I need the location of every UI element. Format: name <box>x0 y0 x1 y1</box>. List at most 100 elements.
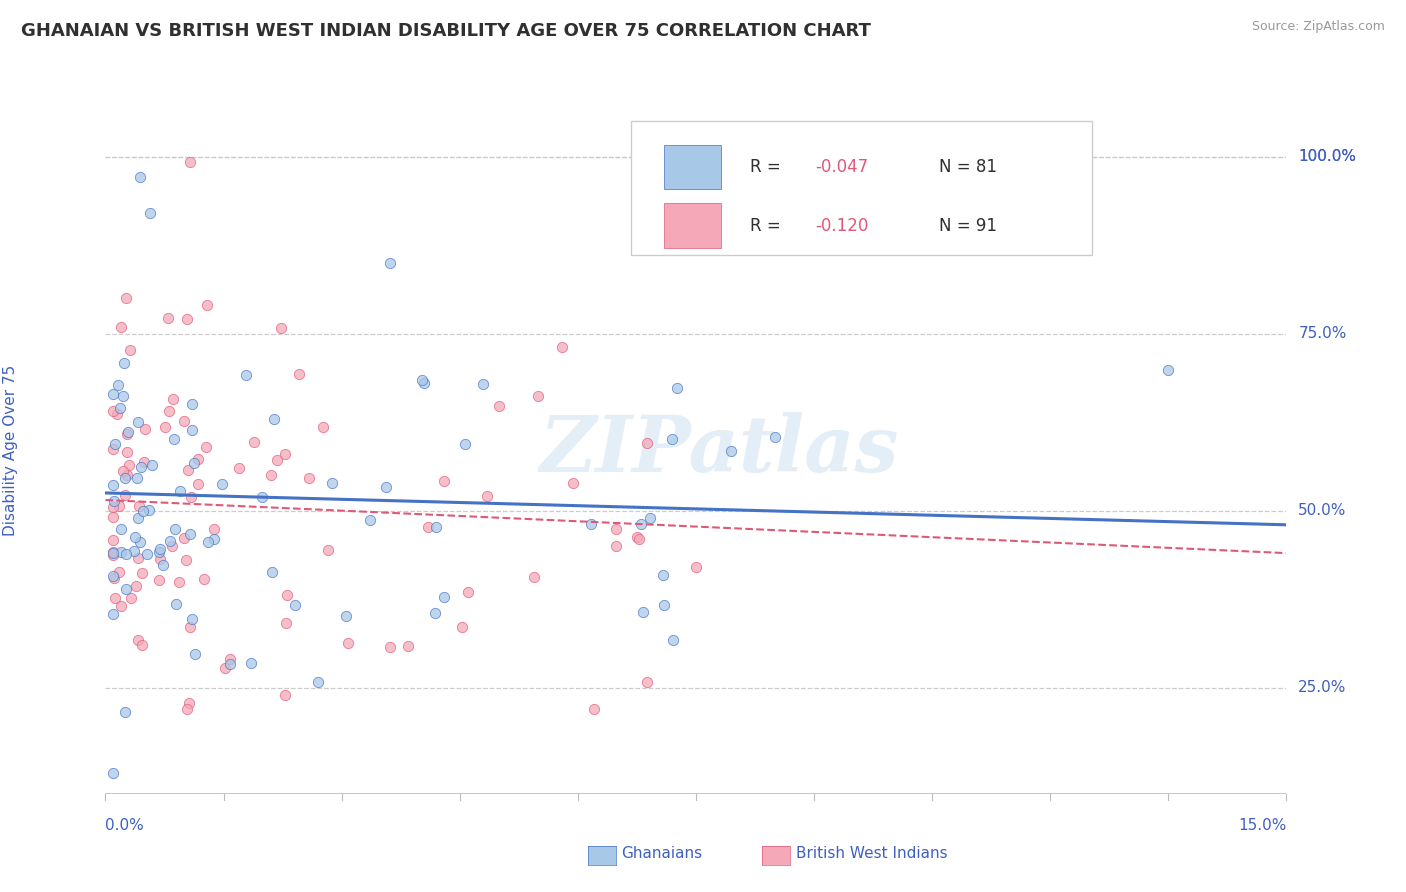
Point <box>433 474 456 488</box>
Point <box>626 530 648 544</box>
Point <box>551 340 574 354</box>
Point <box>375 480 398 494</box>
Point <box>104 437 127 451</box>
Point <box>652 567 675 582</box>
Point <box>652 598 675 612</box>
Point <box>103 548 125 562</box>
Point <box>219 652 242 666</box>
Text: British West Indians: British West Indians <box>796 847 948 861</box>
Point <box>636 435 658 450</box>
FancyBboxPatch shape <box>664 203 721 248</box>
Point <box>425 606 447 620</box>
Point <box>378 640 401 655</box>
Point <box>274 615 297 630</box>
Point <box>661 433 683 447</box>
Point <box>260 468 283 483</box>
Point <box>1157 363 1180 377</box>
Text: Source: ZipAtlas.com: Source: ZipAtlas.com <box>1251 20 1385 33</box>
Point <box>228 460 250 475</box>
Point <box>103 569 125 583</box>
Point <box>184 647 207 661</box>
Point <box>114 291 136 305</box>
Point <box>103 545 125 559</box>
Point <box>177 696 200 710</box>
Point <box>181 423 204 437</box>
Point <box>187 452 209 467</box>
Point <box>163 432 186 446</box>
Point <box>605 540 627 554</box>
Point <box>163 522 186 536</box>
Point <box>167 574 190 589</box>
Point <box>180 397 202 411</box>
Point <box>114 470 136 484</box>
Point <box>218 657 240 671</box>
Point <box>411 373 433 387</box>
FancyBboxPatch shape <box>631 120 1091 255</box>
Point <box>276 588 298 602</box>
Point <box>117 425 139 440</box>
Point <box>110 545 132 559</box>
Point <box>685 560 707 574</box>
Text: 75.0%: 75.0% <box>1298 326 1347 341</box>
Point <box>103 387 125 401</box>
Point <box>176 553 198 567</box>
Point <box>162 392 184 406</box>
Point <box>152 558 174 573</box>
Point <box>180 612 202 626</box>
Point <box>273 689 295 703</box>
Point <box>454 437 477 451</box>
Point <box>636 674 658 689</box>
Point <box>605 522 627 536</box>
Point <box>115 582 138 597</box>
Text: -0.120: -0.120 <box>815 217 869 235</box>
Point <box>104 591 127 605</box>
Point <box>235 368 257 383</box>
Point <box>472 376 495 391</box>
Point <box>527 389 550 403</box>
Point <box>638 510 661 524</box>
Point <box>148 544 170 558</box>
Point <box>360 513 382 527</box>
Text: R =: R = <box>751 158 786 176</box>
Point <box>169 484 191 499</box>
Text: 100.0%: 100.0% <box>1298 149 1357 164</box>
Point <box>108 565 131 579</box>
Point <box>107 377 129 392</box>
Point <box>336 636 359 650</box>
Point <box>239 656 262 670</box>
Point <box>488 399 510 413</box>
Point <box>141 458 163 472</box>
Point <box>211 477 233 491</box>
Point <box>131 504 153 518</box>
Point <box>128 499 150 513</box>
Point <box>157 310 180 325</box>
Point <box>117 445 139 459</box>
Point <box>103 533 125 548</box>
Point <box>627 532 650 546</box>
Text: Ghanaians: Ghanaians <box>621 847 703 861</box>
Text: 15.0%: 15.0% <box>1239 818 1286 832</box>
Point <box>270 321 292 335</box>
Point <box>312 419 335 434</box>
Point <box>179 527 201 541</box>
Point <box>125 471 148 485</box>
Point <box>195 440 218 454</box>
Point <box>103 493 125 508</box>
Point <box>138 503 160 517</box>
FancyBboxPatch shape <box>664 145 721 189</box>
Point <box>662 632 685 647</box>
Text: 25.0%: 25.0% <box>1298 681 1347 695</box>
Point <box>666 381 689 395</box>
Text: -0.047: -0.047 <box>815 158 869 176</box>
Point <box>103 509 125 524</box>
Point <box>108 499 131 513</box>
Point <box>183 456 205 470</box>
Text: GHANAIAN VS BRITISH WEST INDIAN DISABILITY AGE OVER 75 CORRELATION CHART: GHANAIAN VS BRITISH WEST INDIAN DISABILI… <box>21 22 870 40</box>
Point <box>720 443 742 458</box>
Point <box>335 608 357 623</box>
Point <box>103 546 125 560</box>
Point <box>103 765 125 780</box>
Point <box>321 475 343 490</box>
Point <box>112 389 135 403</box>
Point <box>103 442 125 456</box>
